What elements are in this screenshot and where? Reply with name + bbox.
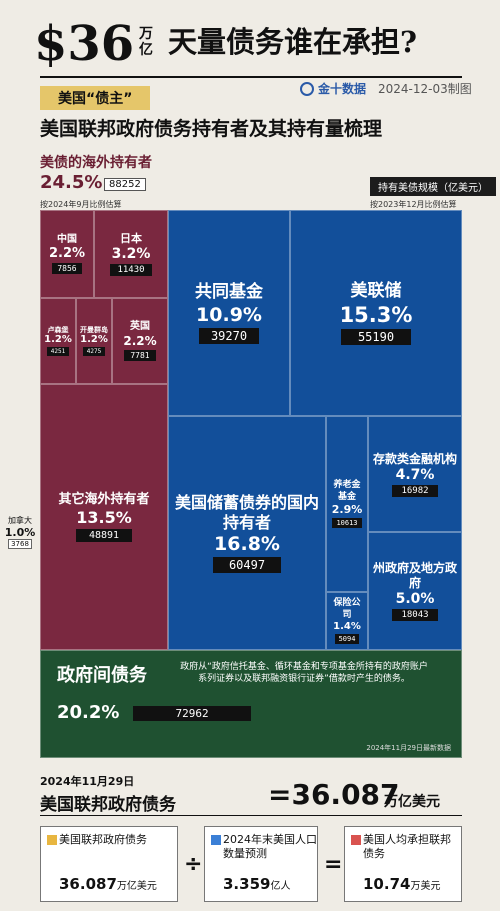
foreign-value: 88252 [104,178,146,191]
footer-date: 2024年11月29日 [40,775,135,788]
box-federal-debt: 美国联邦政府债务 36.087万亿美元 [40,826,178,902]
cell-value: 7781 [124,349,156,361]
cell-value: 7856 [52,263,82,275]
cell-name: 美国储蓄债券的国内持有者 [174,493,319,532]
star-icon [47,835,57,845]
cell-value: 4275 [82,347,106,357]
box-label: 美国人均承担联邦债务 [363,833,451,860]
cell-value: 10613 [332,517,362,528]
cell-pct: 2.2% [48,246,86,262]
cell-name: 中国 [57,233,77,245]
box-label: 2024年末美国人口数量预测 [223,833,317,860]
cell-value: 48891 [75,529,133,543]
cell-name: 存款类金融机构 [372,451,457,466]
cell-name: 美联储 [350,281,402,302]
gov-description: 政府从“政府信托基金、循环基金和专项基金所持有的政府账户系列证券以及联邦融资银行… [180,662,428,684]
logo-name: 金十数据 [318,82,367,96]
treemap-cell: 州政府及地方政府 5.0% 18043 [368,532,462,650]
treemap-cell: 开曼群岛 1.2% 4275 [76,298,112,384]
cell-pct: 2.2% [123,333,157,348]
cell-pct: 5.0% [395,591,435,607]
cell-value: 72962 [133,705,251,721]
chart-date: 2024-12-03制图 [378,82,472,96]
box-population: 2024年末美国人口数量预测 3.359亿人 [204,826,318,902]
footer-divider [40,815,462,816]
cell-pct: 15.3% [339,302,413,327]
cell-pct: 3.2% [111,245,151,262]
box-per-capita: 美国人均承担联邦债务 10.74万美元 [344,826,462,902]
cell-value: 4251 [46,347,70,357]
treemap-cell: 养老金基金 2.9% 10613 [326,416,368,592]
gov-date: 2024年11月29日最新数据 [366,744,451,752]
treemap-cell: 共同基金 10.9% 39270 [168,210,290,416]
cell-name: 其它海外持有者 [58,491,150,507]
foreign-pct: 24.5% [40,172,103,193]
treemap: 中国 2.2% 7856 日本 3.2% 11430 卢森堡 1.2% 4251 开曼群岛 1.2%… [40,210,462,758]
divide-sign: ÷ [184,852,203,877]
cell-pct: 10.9% [196,303,262,326]
cell-pct: 1.2% [44,334,72,346]
canada-value: 3768 [8,539,32,549]
cell-name: 共同基金 [195,282,263,303]
square-icon [351,835,361,845]
section-tag: 美国“债主” [40,86,151,110]
canada-label: 加拿大 1.0% 3768 [4,515,36,549]
footer-label: 美国联邦政府债务 [40,795,176,815]
cell-name: 养老金基金 [333,480,361,502]
cell-pct: 16.8% [214,533,280,555]
cell-name: 日本 [120,232,142,246]
box-value: 3.359亿人 [223,875,291,893]
treemap-cell: 日本 3.2% 11430 [94,210,168,298]
square-icon [211,835,221,845]
box-value: 10.74万美元 [363,875,441,893]
cell-name: 州政府及地方政府 [372,561,457,590]
treemap-cell: 卢森堡 1.2% 4251 [40,298,76,384]
foreign-note: 按2024年9月比例估算 [40,200,122,209]
cell-name: 开曼群岛 [80,325,108,334]
treemap-cell: 存款类金融机构 4.7% 16982 [368,416,462,532]
header-divider [40,76,462,78]
cell-pct: 20.2% [57,701,120,723]
treemap-cell: 其它海外持有者 13.5% 48891 [40,384,168,650]
cell-name: 政府间债务 [57,665,147,686]
cell-value: 16982 [392,484,438,497]
cell-pct: 2.9% [331,502,363,516]
treemap-cell: 美国储蓄债券的国内持有者 16.8% 60497 [168,416,326,650]
treemap-cell: 英国 2.2% 7781 [112,298,168,384]
cell-value: 5094 [334,633,360,644]
cell-pct: 4.7% [395,466,435,483]
page-subtitle: 美国联邦政府债务持有者及其持有量梳理 [40,118,383,140]
logo: 金十数据 2024-12-03制图 [300,80,472,97]
treemap-cell: 保险公司 1.4% 5094 [326,592,368,650]
footer-total: =36.087 [268,778,400,811]
cell-value-row: 20.2% 72962 [57,702,251,723]
logo-icon [300,81,314,96]
legend-badge: 持有美债规模（亿美元） [370,177,496,196]
box-label: 美国联邦政府债务 [59,833,147,846]
foreign-title: 美债的海外持有者 [40,155,152,171]
cell-pct: 1.4% [333,620,361,632]
footer-unit: 万亿美元 [384,794,440,810]
headline-question: 天量债务谁在承担? [168,25,417,59]
cell-name: 保险公司 [333,598,361,620]
treemap-cell: 美联储 15.3% 55190 [290,210,462,416]
cell-name: 卢森堡 [47,325,69,334]
cell-value: 39270 [198,327,260,344]
cell-pct: 1.2% [80,334,108,346]
cell-name: 英国 [130,321,150,333]
headline-amount: $36 [34,16,135,72]
canada-name: 加拿大 [8,516,32,525]
canada-pct: 1.0% [4,526,36,539]
headline-unit: 万亿 [139,26,153,58]
domestic-note: 按2023年12月比例估算 [370,200,457,209]
cell-value: 55190 [340,328,412,345]
cell-value: 60497 [212,557,282,573]
equals-sign: = [324,852,343,877]
treemap-cell: 中国 2.2% 7856 [40,210,94,298]
cell-value: 18043 [392,609,438,621]
cell-pct: 13.5% [76,508,132,528]
cell-value: 11430 [110,263,152,276]
treemap-cell: 政府间债务 20.2% 72962 政府从“政府信托基金、循环基金和专项基金所持有的政… [40,650,462,758]
box-value: 36.087万亿美元 [59,875,157,893]
